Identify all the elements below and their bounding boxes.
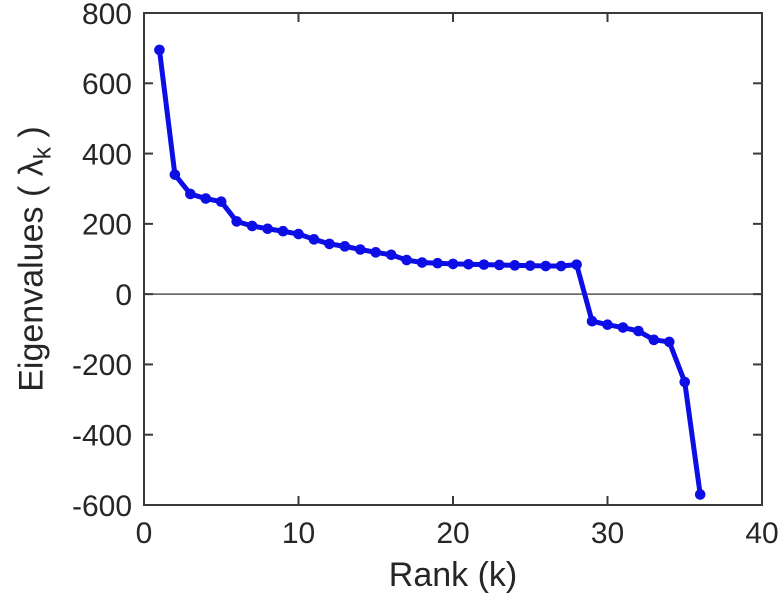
data-point-marker xyxy=(246,220,258,232)
data-point-marker xyxy=(185,188,196,200)
data-point-marker xyxy=(324,238,335,250)
y-tick-label: -600 xyxy=(72,490,132,523)
data-point-marker xyxy=(169,169,181,180)
data-point-marker xyxy=(694,489,706,500)
data-point-marker xyxy=(494,259,505,271)
data-point-marker xyxy=(617,322,629,333)
y-axis-label-prefix: Eigenvalues ( xyxy=(12,176,51,392)
lambda-symbol: λ xyxy=(12,159,51,177)
y-tick-label: 0 xyxy=(115,279,132,312)
data-point-marker xyxy=(293,228,304,240)
data-point-marker xyxy=(679,376,691,388)
data-point-marker xyxy=(586,315,598,327)
y-tick-label: 200 xyxy=(82,209,132,242)
data-point-marker xyxy=(370,247,382,258)
x-axis-label: Rank (k) xyxy=(388,556,518,594)
data-point-marker xyxy=(200,193,212,204)
data-point-marker xyxy=(524,260,536,271)
lambda-subscript: k xyxy=(29,147,57,160)
data-point-marker xyxy=(463,258,474,270)
data-point-marker xyxy=(664,336,675,348)
data-point-marker xyxy=(509,260,521,271)
data-point-marker xyxy=(602,319,613,331)
data-point-marker xyxy=(571,259,582,270)
x-tick-label: 30 xyxy=(591,517,624,550)
data-point-marker xyxy=(231,216,242,227)
y-tick-label: -400 xyxy=(72,420,132,453)
data-point-marker xyxy=(215,196,227,208)
data-point-marker xyxy=(416,257,428,268)
data-point-marker xyxy=(447,258,459,270)
x-tick-label: 20 xyxy=(436,517,469,550)
data-point-marker xyxy=(401,254,412,266)
data-point-marker xyxy=(277,225,289,237)
data-point-marker xyxy=(308,234,320,245)
x-tick-label: 10 xyxy=(282,517,315,550)
data-point-marker xyxy=(154,44,165,56)
data-point-marker xyxy=(478,259,490,270)
y-tick-label: 800 xyxy=(82,0,132,31)
x-tick-label: 0 xyxy=(136,517,153,550)
data-point-marker xyxy=(262,223,273,235)
data-point-marker xyxy=(633,325,644,337)
data-point-marker xyxy=(540,260,551,272)
y-tick-label: 600 xyxy=(82,68,132,101)
y-tick-label: 400 xyxy=(82,138,132,171)
data-point-marker xyxy=(355,244,366,255)
y-axis-label-suffix: ) xyxy=(12,126,51,148)
x-tick-label: 40 xyxy=(745,517,778,550)
data-point-marker xyxy=(432,257,443,269)
data-point-marker xyxy=(648,334,660,346)
y-axis-label: Eigenvalues ( λk ) xyxy=(12,126,57,392)
data-point-marker xyxy=(385,249,397,261)
eigenvalue-line xyxy=(156,47,703,497)
data-point-marker xyxy=(339,241,351,252)
data-point-marker xyxy=(555,260,567,272)
y-tick-label: -200 xyxy=(72,349,132,382)
